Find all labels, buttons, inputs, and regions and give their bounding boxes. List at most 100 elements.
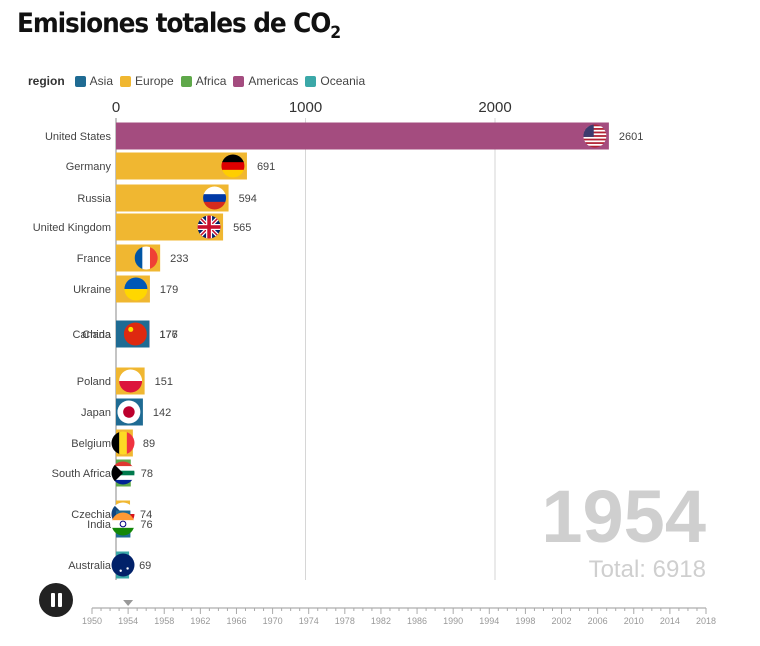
legend-swatch-europe — [120, 75, 132, 87]
flag-stripe — [583, 143, 607, 147]
flag-canton — [583, 124, 594, 137]
bar-value-label: 2601 — [619, 131, 643, 143]
legend-label-africa: Africa — [195, 74, 227, 88]
flag-stripe — [111, 470, 135, 476]
bar-category-label: China — [82, 329, 112, 341]
flag-field — [111, 553, 135, 577]
legend-label-americas: Americas — [248, 74, 299, 88]
timeline-label: 1982 — [371, 616, 391, 626]
bar-value-label: 74 — [140, 509, 152, 521]
flag-stripe — [111, 527, 135, 536]
flag-star — [119, 569, 122, 572]
bar — [116, 122, 609, 150]
bar-row: Russia 594 — [77, 184, 257, 212]
bar-category-label: Russia — [77, 193, 112, 205]
title-subscript: 2 — [330, 23, 341, 43]
japan-flag — [117, 400, 141, 424]
timeline-handle[interactable] — [123, 600, 134, 606]
russia-flag — [203, 186, 227, 210]
legend-item-americas[interactable]: Americas — [233, 74, 298, 88]
bar-category-label: United States — [45, 131, 112, 143]
flag-stripe — [111, 479, 135, 485]
flag-stripe — [583, 136, 607, 139]
bar-category-label: Czechia — [71, 509, 112, 521]
year-label: 1954 — [541, 475, 706, 558]
total-label: Total: 6918 — [589, 556, 706, 583]
timeline-label: 2018 — [696, 616, 716, 626]
flag-stripe — [203, 201, 227, 210]
flag-stripe — [583, 133, 607, 136]
india-flag — [111, 512, 135, 536]
flag-stripe — [111, 512, 135, 521]
flag-stripe — [142, 246, 151, 270]
timeline-label: 1954 — [118, 616, 138, 626]
flag-stripe — [203, 194, 227, 203]
flag-stripe — [149, 246, 158, 270]
bar-value-label: 76 — [140, 519, 152, 531]
flag-star — [128, 326, 134, 332]
legend-item-europe[interactable]: Europe — [120, 74, 174, 88]
flag-stripe — [111, 431, 120, 455]
legend-swatch-africa — [180, 75, 192, 87]
bar-value-label: 594 — [239, 193, 257, 205]
timeline-label: 1986 — [407, 616, 427, 626]
bar-value-label: 78 — [141, 468, 153, 480]
legend-item-africa[interactable]: Africa — [180, 74, 227, 88]
china-flag — [123, 322, 147, 346]
legend: region Asia Europe Africa Americas Ocean… — [28, 74, 372, 88]
flag-stripe — [111, 466, 135, 472]
france-flag — [134, 246, 158, 270]
bar-value-label: 151 — [155, 376, 173, 388]
legend-item-oceania[interactable]: Oceania — [305, 74, 365, 88]
uk-flag — [197, 215, 221, 239]
bar-category-label: Australia — [68, 560, 112, 572]
flag-stripe — [583, 135, 607, 138]
flag-stripe — [221, 169, 245, 178]
pause-button[interactable] — [39, 583, 73, 617]
bar-value-label: 233 — [170, 253, 188, 265]
bar-value-label: 176 — [159, 329, 177, 341]
bar-row: France 233 — [77, 244, 189, 272]
timeline-label: 1994 — [479, 616, 499, 626]
bar-row: United States 2601 — [45, 122, 643, 150]
legend-item-asia[interactable]: Asia — [74, 74, 114, 88]
flag-stripe — [221, 154, 245, 163]
south-africa-flag — [111, 461, 135, 485]
bar-row: United Kingdom 565 — [33, 213, 251, 241]
legend-swatch-oceania — [305, 75, 317, 87]
flag-stripe — [583, 138, 607, 141]
bar-row: Poland 151 — [77, 367, 173, 395]
bar-category-label: France — [77, 253, 111, 265]
flag-cross — [197, 225, 221, 229]
flag-sun — [123, 406, 135, 418]
timeline-label: 1966 — [226, 616, 246, 626]
legend-swatch-asia — [74, 75, 86, 87]
bar-row: Japan 142 — [81, 398, 171, 426]
legend-swatch-americas — [233, 75, 245, 87]
bar-category-label: India — [87, 519, 112, 531]
timeline-label: 1950 — [82, 616, 102, 626]
bar-value-label: 179 — [160, 284, 178, 296]
bar-category-label: United Kingdom — [33, 222, 111, 234]
bar-row: India 76 — [87, 510, 153, 538]
timeline-label: 1970 — [263, 616, 283, 626]
flag-stripe — [111, 461, 135, 467]
flag-stripe — [126, 431, 135, 455]
flag-stripe — [583, 126, 607, 129]
bar-row: Ukraine 179 — [73, 275, 178, 303]
title-main: Emisiones totales de CO — [17, 8, 331, 39]
bar-row: Australia 69 — [68, 551, 151, 579]
bar-value-label: 565 — [233, 222, 251, 234]
legend-label-asia: Asia — [89, 74, 114, 88]
timeline-label: 2002 — [552, 616, 572, 626]
flag-stripe — [111, 475, 135, 481]
timeline-label: 1958 — [154, 616, 174, 626]
timeline-label: 1974 — [299, 616, 319, 626]
bar-row: China 176 — [82, 320, 178, 348]
x-tick-label: 2000 — [478, 99, 511, 116]
bar-row: South Africa 78 — [52, 459, 153, 487]
germany-flag — [221, 154, 245, 178]
flag-stripe — [583, 145, 607, 148]
flag-stripe — [583, 142, 607, 145]
bar-row: Belgium 89 — [71, 429, 155, 457]
